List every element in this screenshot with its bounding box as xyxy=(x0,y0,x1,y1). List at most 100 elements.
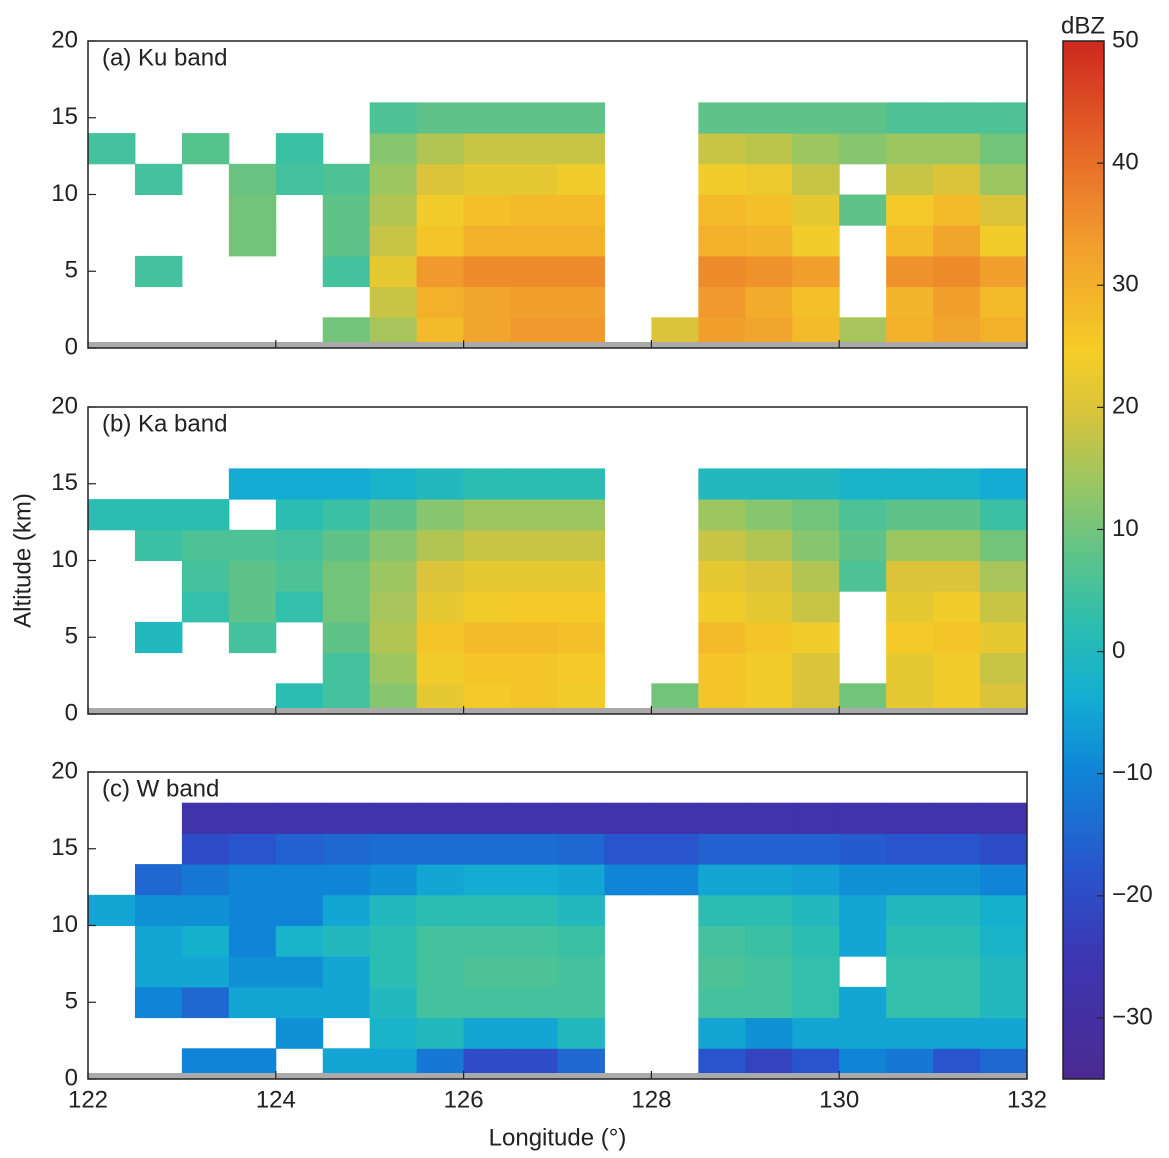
heatmap-cell xyxy=(416,255,465,288)
heatmap-cell xyxy=(698,225,746,257)
heatmap-cell xyxy=(463,225,512,257)
heatmap-cell xyxy=(322,894,371,926)
heatmap-cell xyxy=(698,956,746,988)
heatmap-cell xyxy=(886,894,934,926)
heatmap-cell xyxy=(745,468,793,500)
heatmap-cell xyxy=(792,925,840,957)
heatmap-cell xyxy=(980,652,1028,684)
heatmap-cell xyxy=(698,894,746,926)
heatmap-cell xyxy=(510,652,558,684)
heatmap-cell xyxy=(745,652,793,684)
heatmap-cell xyxy=(933,286,981,318)
heatmap-cell xyxy=(322,255,371,288)
heatmap-cell xyxy=(745,1017,793,1049)
panel-title: (a) Ku band xyxy=(102,44,227,71)
heatmap-cell xyxy=(698,621,746,654)
y-tick-label: 20 xyxy=(51,757,78,784)
colorbar-label: dBZ xyxy=(1061,12,1105,39)
heatmap-cell xyxy=(275,864,324,896)
heatmap-cell xyxy=(322,986,371,1019)
heatmap-cell xyxy=(933,925,981,957)
heatmap-cell xyxy=(980,864,1028,896)
heatmap-cell xyxy=(839,499,887,531)
heatmap-cell xyxy=(933,802,981,834)
heatmap-cell xyxy=(933,591,981,623)
heatmap-cell xyxy=(463,864,512,896)
heatmap-cell xyxy=(557,133,605,165)
heatmap-cell xyxy=(839,194,887,226)
heatmap-cell xyxy=(745,225,793,257)
heatmap-cell xyxy=(369,956,418,988)
heatmap-cell xyxy=(933,956,981,988)
heatmap-cell xyxy=(463,621,512,654)
heatmap-cell xyxy=(510,802,558,834)
heatmap-cell xyxy=(322,163,371,195)
heatmap-cell xyxy=(651,833,699,865)
heatmap-cell xyxy=(416,621,465,654)
heatmap-cell xyxy=(134,529,183,561)
heatmap-cell xyxy=(933,652,981,684)
heatmap-cell xyxy=(698,560,746,592)
heatmap-cell xyxy=(369,621,418,654)
heatmap-cell xyxy=(463,163,512,195)
heatmap-cell xyxy=(463,499,512,531)
heatmap-cell xyxy=(275,133,324,165)
x-tick-label: 132 xyxy=(1007,1086,1047,1113)
heatmap-cell xyxy=(886,163,934,195)
heatmap-cell xyxy=(557,864,605,896)
heatmap-cell xyxy=(698,499,746,531)
heatmap-cell xyxy=(416,591,465,623)
heatmap-cell xyxy=(604,802,652,834)
heatmap-cell xyxy=(886,102,934,134)
heatmap-cell xyxy=(933,529,981,561)
heatmap-cell xyxy=(510,255,558,288)
heatmap-cell xyxy=(980,591,1028,623)
heatmap-cell xyxy=(369,225,418,257)
heatmap-cell xyxy=(510,133,558,165)
heatmap-cell xyxy=(181,560,230,592)
heatmap-cell xyxy=(134,621,183,654)
heatmap-cell xyxy=(369,894,418,926)
heatmap-cell xyxy=(463,286,512,318)
heatmap-cell xyxy=(369,255,418,288)
heatmap-cell xyxy=(275,1017,324,1049)
heatmap-cell xyxy=(510,591,558,623)
heatmap-cell xyxy=(416,225,465,257)
heatmap-cell xyxy=(275,591,324,623)
heatmap-cell xyxy=(886,986,934,1019)
x-tick-label: 128 xyxy=(631,1086,671,1113)
heatmap-cell xyxy=(839,864,887,896)
heatmap-cell xyxy=(416,925,465,957)
heatmap-cell xyxy=(933,499,981,531)
heatmap-cell xyxy=(322,956,371,988)
heatmap-cell xyxy=(275,468,324,500)
heatmap-cell xyxy=(322,468,371,500)
heatmap-cell xyxy=(322,802,371,834)
heatmap-cell xyxy=(745,986,793,1019)
heatmap-cell xyxy=(416,560,465,592)
x-tick-label: 122 xyxy=(68,1086,108,1113)
y-tick-label: 10 xyxy=(51,911,78,938)
heatmap-cell xyxy=(792,560,840,592)
heatmap-cell xyxy=(698,1017,746,1049)
heatmap-cell xyxy=(510,925,558,957)
colorbar xyxy=(1062,40,1105,1080)
heatmap-cell xyxy=(228,468,277,500)
heatmap-cell xyxy=(839,894,887,926)
heatmap-cell xyxy=(980,529,1028,561)
heatmap-cell xyxy=(181,802,230,834)
heatmap-cell xyxy=(322,652,371,684)
heatmap-cell xyxy=(792,102,840,134)
panel: 0 5 10 15 20 (a) Ku band xyxy=(51,26,1028,360)
heatmap-cell xyxy=(322,529,371,561)
heatmap-cell xyxy=(416,894,465,926)
heatmap-cell xyxy=(510,194,558,226)
heatmap-cell xyxy=(886,864,934,896)
heatmap-cell xyxy=(557,833,605,865)
heatmap-cell xyxy=(745,163,793,195)
heatmap-cell xyxy=(557,802,605,834)
heatmap-cell xyxy=(275,925,324,957)
heatmap-cell xyxy=(745,621,793,654)
heatmap-cell xyxy=(839,925,887,957)
heatmap-cell xyxy=(839,802,887,834)
